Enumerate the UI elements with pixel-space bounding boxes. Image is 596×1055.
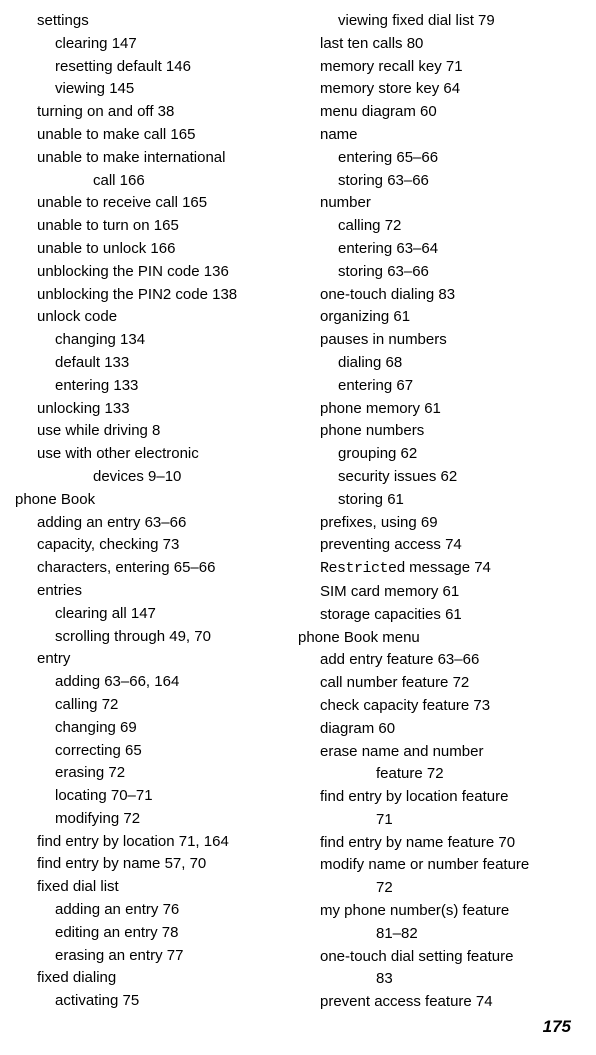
- index-entry: diagram 60: [298, 718, 581, 741]
- index-entry: Restricted message 74: [298, 557, 581, 581]
- index-entry: dialing 68: [298, 352, 581, 375]
- index-entry: security issues 62: [298, 466, 581, 489]
- page-number: 175: [543, 1017, 571, 1037]
- index-entry: number: [298, 192, 581, 215]
- index-entry: 72: [298, 877, 581, 900]
- index-entry: erasing an entry 77: [15, 945, 298, 968]
- index-entry: clearing 147: [15, 33, 298, 56]
- index-entry: capacity, checking 73: [15, 534, 298, 557]
- index-entry: calling 72: [15, 694, 298, 717]
- index-entry: changing 134: [15, 329, 298, 352]
- index-entry: fixed dialing: [15, 967, 298, 990]
- index-entry: activating 75: [15, 990, 298, 1013]
- index-entry: characters, entering 65–66: [15, 557, 298, 580]
- index-entry: use with other electronic: [15, 443, 298, 466]
- index-entry: phone numbers: [298, 420, 581, 443]
- index-entry: devices 9–10: [15, 466, 298, 489]
- index-entry: 81–82: [298, 923, 581, 946]
- index-entry-text: message 74: [405, 559, 491, 576]
- index-entry: preventing access 74: [298, 534, 581, 557]
- index-entry: memory recall key 71: [298, 56, 581, 79]
- index-entry: call number feature 72: [298, 672, 581, 695]
- index-entry: unable to make call 165: [15, 124, 298, 147]
- index-entry: modifying 72: [15, 808, 298, 831]
- index-entry: storing 61: [298, 489, 581, 512]
- index-entry: viewing fixed dial list 79: [298, 10, 581, 33]
- index-entry: unlock code: [15, 306, 298, 329]
- index-entry: unblocking the PIN code 136: [15, 261, 298, 284]
- index-entry: changing 69: [15, 717, 298, 740]
- index-entry: adding an entry 76: [15, 899, 298, 922]
- index-entry: find entry by name 57, 70: [15, 853, 298, 876]
- index-entry: last ten calls 80: [298, 33, 581, 56]
- index-entry: find entry by location 71, 164: [15, 831, 298, 854]
- index-entry: unable to turn on 165: [15, 215, 298, 238]
- index-entry: modify name or number feature: [298, 854, 581, 877]
- index-entry: storing 63–66: [298, 170, 581, 193]
- index-entry: memory store key 64: [298, 78, 581, 101]
- index-entry: adding an entry 63–66: [15, 512, 298, 535]
- index-page: settingsclearing 147resetting default 14…: [0, 0, 596, 1014]
- index-entry: name: [298, 124, 581, 147]
- index-entry: feature 72: [298, 763, 581, 786]
- index-entry: phone Book: [15, 489, 298, 512]
- index-entry: prevent access feature 74: [298, 991, 581, 1014]
- index-column-right: viewing fixed dial list 79last ten calls…: [298, 10, 581, 1014]
- index-entry: scrolling through 49, 70: [15, 626, 298, 649]
- index-entry: SIM card memory 61: [298, 581, 581, 604]
- index-entry: one-touch dialing 83: [298, 284, 581, 307]
- index-entry: find entry by location feature: [298, 786, 581, 809]
- index-column-left: settingsclearing 147resetting default 14…: [15, 10, 298, 1014]
- index-entry: unblocking the PIN2 code 138: [15, 284, 298, 307]
- index-entry: entering 65–66: [298, 147, 581, 170]
- index-entry: check capacity feature 73: [298, 695, 581, 718]
- index-entry: phone Book menu: [298, 627, 581, 650]
- index-entry: unable to make international: [15, 147, 298, 170]
- index-entry: resetting default 146: [15, 56, 298, 79]
- index-entry: add entry feature 63–66: [298, 649, 581, 672]
- index-entry: phone memory 61: [298, 398, 581, 421]
- index-entry: entry: [15, 648, 298, 671]
- index-entry: erasing 72: [15, 762, 298, 785]
- index-entry: one-touch dial setting feature: [298, 946, 581, 969]
- index-entry: call 166: [15, 170, 298, 193]
- index-entry: pauses in numbers: [298, 329, 581, 352]
- index-entry: turning on and off 38: [15, 101, 298, 124]
- index-entry: calling 72: [298, 215, 581, 238]
- index-entry: settings: [15, 10, 298, 33]
- index-entry: storing 63–66: [298, 261, 581, 284]
- index-entry: unlocking 133: [15, 398, 298, 421]
- index-entry: 71: [298, 809, 581, 832]
- index-entry: grouping 62: [298, 443, 581, 466]
- index-entry: fixed dial list: [15, 876, 298, 899]
- index-entry: 83: [298, 968, 581, 991]
- index-entry: unable to unlock 166: [15, 238, 298, 261]
- index-entry: erase name and number: [298, 741, 581, 764]
- index-entry: entering 133: [15, 375, 298, 398]
- index-entry: editing an entry 78: [15, 922, 298, 945]
- index-entry: adding 63–66, 164: [15, 671, 298, 694]
- index-entry: entering 67: [298, 375, 581, 398]
- index-entry: viewing 145: [15, 78, 298, 101]
- index-entry: my phone number(s) feature: [298, 900, 581, 923]
- index-entry: find entry by name feature 70: [298, 832, 581, 855]
- index-entry: clearing all 147: [15, 603, 298, 626]
- index-entry: menu diagram 60: [298, 101, 581, 124]
- index-entry: entering 63–64: [298, 238, 581, 261]
- code-text: Restricted: [320, 560, 405, 577]
- index-entry: correcting 65: [15, 740, 298, 763]
- index-entry: prefixes, using 69: [298, 512, 581, 535]
- index-entry: unable to receive call 165: [15, 192, 298, 215]
- index-entry: use while driving 8: [15, 420, 298, 443]
- index-entry: default 133: [15, 352, 298, 375]
- index-entry: organizing 61: [298, 306, 581, 329]
- index-entry: locating 70–71: [15, 785, 298, 808]
- index-entry: entries: [15, 580, 298, 603]
- index-entry: storage capacities 61: [298, 604, 581, 627]
